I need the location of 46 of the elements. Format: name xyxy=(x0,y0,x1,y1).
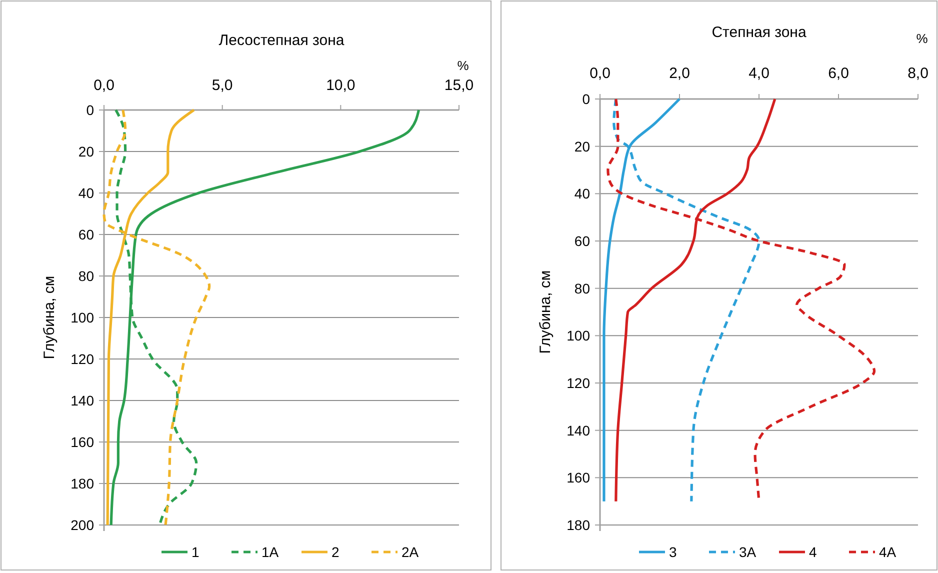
y-tick-label: 200 xyxy=(70,517,94,533)
y-tick-label: 160 xyxy=(566,470,590,486)
chart-title: Лесостепная зона xyxy=(218,32,345,49)
y-tick-label: 40 xyxy=(78,185,94,201)
y-tick-label: 60 xyxy=(574,233,590,249)
y-axis-title: Глубина, см xyxy=(537,270,554,354)
y-tick-label: 100 xyxy=(70,310,94,326)
line-series xyxy=(102,108,211,526)
x-tick-label: 15,0 xyxy=(444,77,474,94)
y-tick-label: 0 xyxy=(582,91,590,107)
y-tick-label: 140 xyxy=(70,392,94,408)
legend-label: 3A xyxy=(739,544,757,560)
y-tick-label: 120 xyxy=(70,351,94,367)
line-series xyxy=(110,108,420,526)
legend-label: 4A xyxy=(879,544,897,560)
legend-label: 2 xyxy=(332,544,340,560)
legend-label: 1A xyxy=(262,544,280,560)
x-tick-label: 8,0 xyxy=(908,65,928,82)
y-tick-label: 20 xyxy=(78,144,94,160)
y-tick-label: 160 xyxy=(70,434,94,450)
y-tick-label: 0 xyxy=(86,102,94,118)
legend-label: 2A xyxy=(402,544,420,560)
y-tick-label: 20 xyxy=(574,138,590,154)
x-tick-label: 6,0 xyxy=(828,65,849,82)
x-tick-label: 2,0 xyxy=(669,65,690,82)
y-tick-label: 100 xyxy=(566,328,590,344)
y-tick-label: 80 xyxy=(574,280,590,296)
x-tick-label: 0,0 xyxy=(94,77,114,94)
x-axis-title: % xyxy=(457,58,470,73)
legend-label: 4 xyxy=(809,544,817,560)
x-tick-label: 5,0 xyxy=(212,77,233,94)
y-tick-label: 180 xyxy=(70,476,94,492)
y-tick-label: 40 xyxy=(574,186,590,202)
legend-label: 3 xyxy=(669,544,677,560)
y-axis-title: Глубина, см xyxy=(41,276,58,360)
x-tick-label: 0,0 xyxy=(590,65,610,82)
x-tick-label: 4,0 xyxy=(748,65,770,82)
chart-title: Степная зона xyxy=(712,24,807,41)
legend-label: 1 xyxy=(192,544,200,560)
y-tick-label: 60 xyxy=(78,226,94,242)
y-tick-label: 120 xyxy=(566,375,590,391)
x-axis-title: % xyxy=(916,31,928,46)
y-tick-label: 140 xyxy=(566,422,590,438)
y-tick-label: 80 xyxy=(78,268,94,284)
x-tick-label: 10,0 xyxy=(326,77,356,94)
y-tick-label: 180 xyxy=(566,517,590,533)
